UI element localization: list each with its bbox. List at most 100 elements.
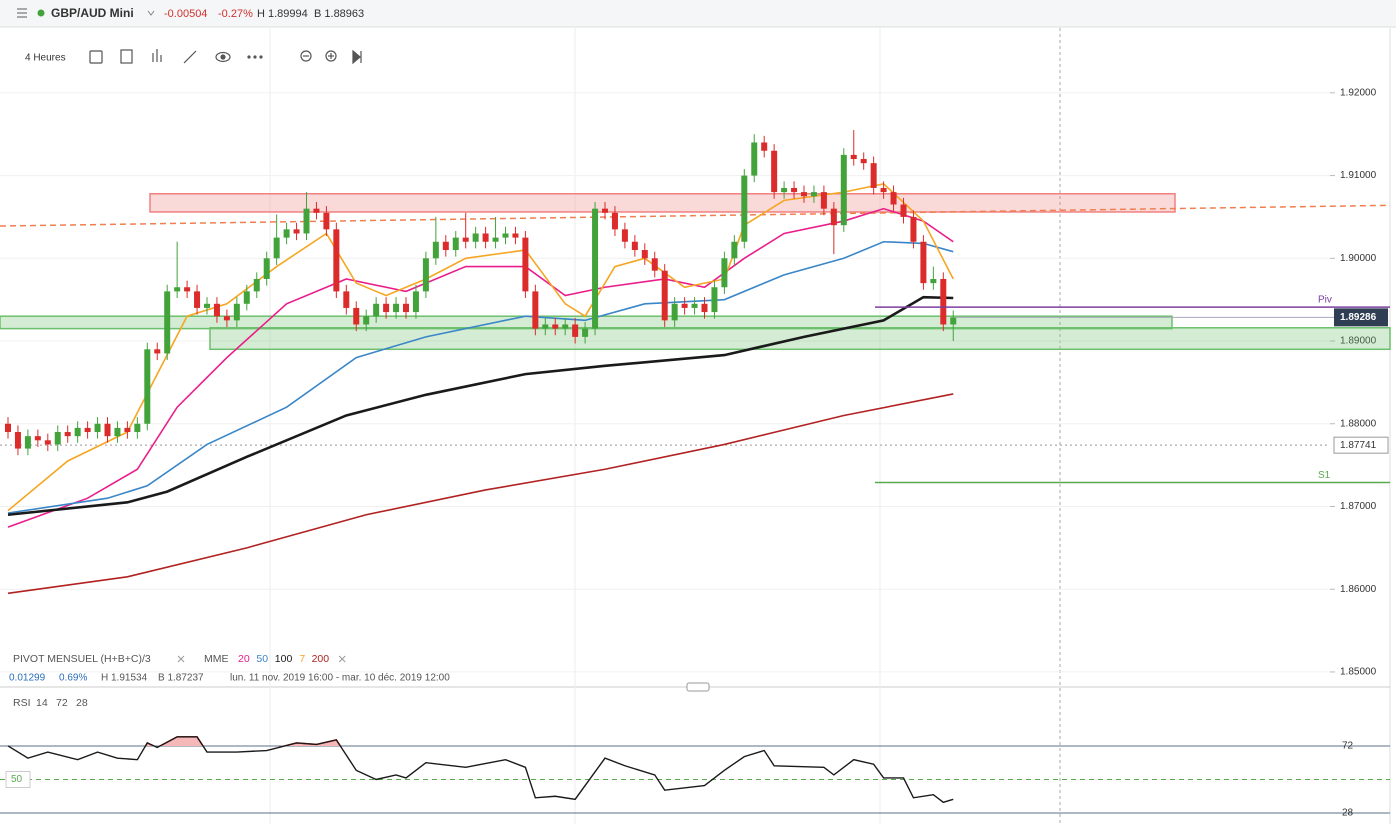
indicator-label: PIVOT MENSUEL (H+B+C)/3 <box>13 653 151 665</box>
close-icon[interactable] <box>338 655 346 663</box>
y-tick-label: 1.90000 <box>1340 253 1377 264</box>
candle-body <box>273 237 280 259</box>
y-tick-label: 1.88000 <box>1340 418 1377 429</box>
y-tick-label: 1.92000 <box>1340 87 1377 98</box>
legend-entry: 20 <box>238 653 250 665</box>
rsi-line <box>7 736 954 804</box>
symbol[interactable]: GBP/AUD Mini <box>51 6 134 20</box>
overbought-area <box>8 736 954 746</box>
day-low: B 1.88963 <box>314 8 364 20</box>
y-tick-label: 1.85000 <box>1340 667 1377 678</box>
candle-body <box>184 287 191 292</box>
candle-body <box>691 303 698 308</box>
pane-resize-handle[interactable] <box>686 682 710 692</box>
candle-body <box>572 324 579 337</box>
candle-body <box>791 187 798 193</box>
candle-body <box>661 270 668 321</box>
candle-body <box>850 154 857 160</box>
candle-body <box>482 233 489 242</box>
candle-body <box>502 233 509 238</box>
rsi-param: 72 <box>56 697 68 709</box>
candle-body <box>621 229 628 242</box>
candle-body <box>582 328 589 337</box>
candle-body <box>751 142 758 176</box>
candle-body <box>731 241 738 259</box>
y-tick-label: 1.86000 <box>1340 584 1377 595</box>
candle-body <box>14 432 21 449</box>
menu-icon[interactable] <box>17 8 27 18</box>
y-tick-label: 72 <box>1342 741 1354 752</box>
change-percent: -0.27% <box>218 8 253 20</box>
candle-body <box>830 208 837 226</box>
zone <box>0 315 1173 330</box>
legend-entry: 100 <box>275 653 293 665</box>
candle-body <box>24 436 31 449</box>
candle-body <box>412 291 419 313</box>
candle-body <box>144 349 151 424</box>
legend-entry: 50 <box>256 653 268 665</box>
candle-body <box>104 423 111 437</box>
status-dot <box>37 9 45 17</box>
candle-body <box>870 163 877 188</box>
candle-body <box>910 216 917 242</box>
moving-average <box>7 295 954 517</box>
candle-body <box>920 241 927 284</box>
candle-body <box>233 303 240 321</box>
candle-body <box>492 237 499 242</box>
candle-body <box>422 258 429 292</box>
candle-body <box>472 233 479 242</box>
candle-body <box>602 208 608 213</box>
candle-body <box>263 258 270 279</box>
candle-body <box>74 427 81 437</box>
candle-body <box>293 229 300 234</box>
stat: lun. 11 nov. 2019 16:00 - mar. 10 déc. 2… <box>230 673 450 684</box>
candle-body <box>592 208 599 329</box>
candle-body <box>552 324 559 329</box>
candle-body <box>532 291 539 329</box>
candle-body <box>801 192 807 197</box>
ma-label: MME <box>204 653 229 665</box>
candle-body <box>950 317 957 325</box>
y-tick-label: 1.89000 <box>1340 336 1377 347</box>
mid-label-box <box>5 770 31 788</box>
candle-body <box>761 142 768 151</box>
legend-entry: 200 <box>312 653 330 665</box>
candle-body <box>313 208 320 213</box>
title-bar <box>0 0 1396 27</box>
candle-body <box>373 303 380 317</box>
candle-body <box>721 258 728 288</box>
candle-body <box>134 423 141 433</box>
legend-entry: 7 <box>299 653 305 665</box>
day-high: H 1.89994 <box>257 8 308 20</box>
candle-body <box>900 204 907 217</box>
candle-body <box>631 241 638 251</box>
candle-body <box>403 303 409 313</box>
stat: H 1.91534 <box>101 673 148 684</box>
symbol-dropdown[interactable] <box>147 10 155 16</box>
close-icon[interactable] <box>177 655 185 663</box>
y-tick-label: 1.91000 <box>1340 170 1377 181</box>
toolbar-icons[interactable] <box>89 49 362 65</box>
candle-body <box>641 250 648 259</box>
candle-body <box>542 324 549 329</box>
candle-body <box>253 278 260 292</box>
last-price: 1.89286 <box>1340 312 1377 323</box>
candle-body <box>124 427 131 433</box>
candle-body <box>741 175 748 242</box>
candle-body <box>343 291 350 308</box>
candle-body <box>452 237 459 251</box>
change: -0.00504 <box>164 8 207 20</box>
candle-body <box>671 303 678 321</box>
candle-body <box>383 303 390 313</box>
candle-body <box>323 212 330 230</box>
candle-body <box>701 303 708 313</box>
candle-body <box>781 187 788 193</box>
candle-body <box>84 427 91 433</box>
candle-body <box>54 432 61 445</box>
candle-body <box>154 349 161 354</box>
candle-body <box>94 423 101 433</box>
candle-body <box>820 192 827 209</box>
timeframe[interactable]: 4 Heures <box>25 53 66 64</box>
